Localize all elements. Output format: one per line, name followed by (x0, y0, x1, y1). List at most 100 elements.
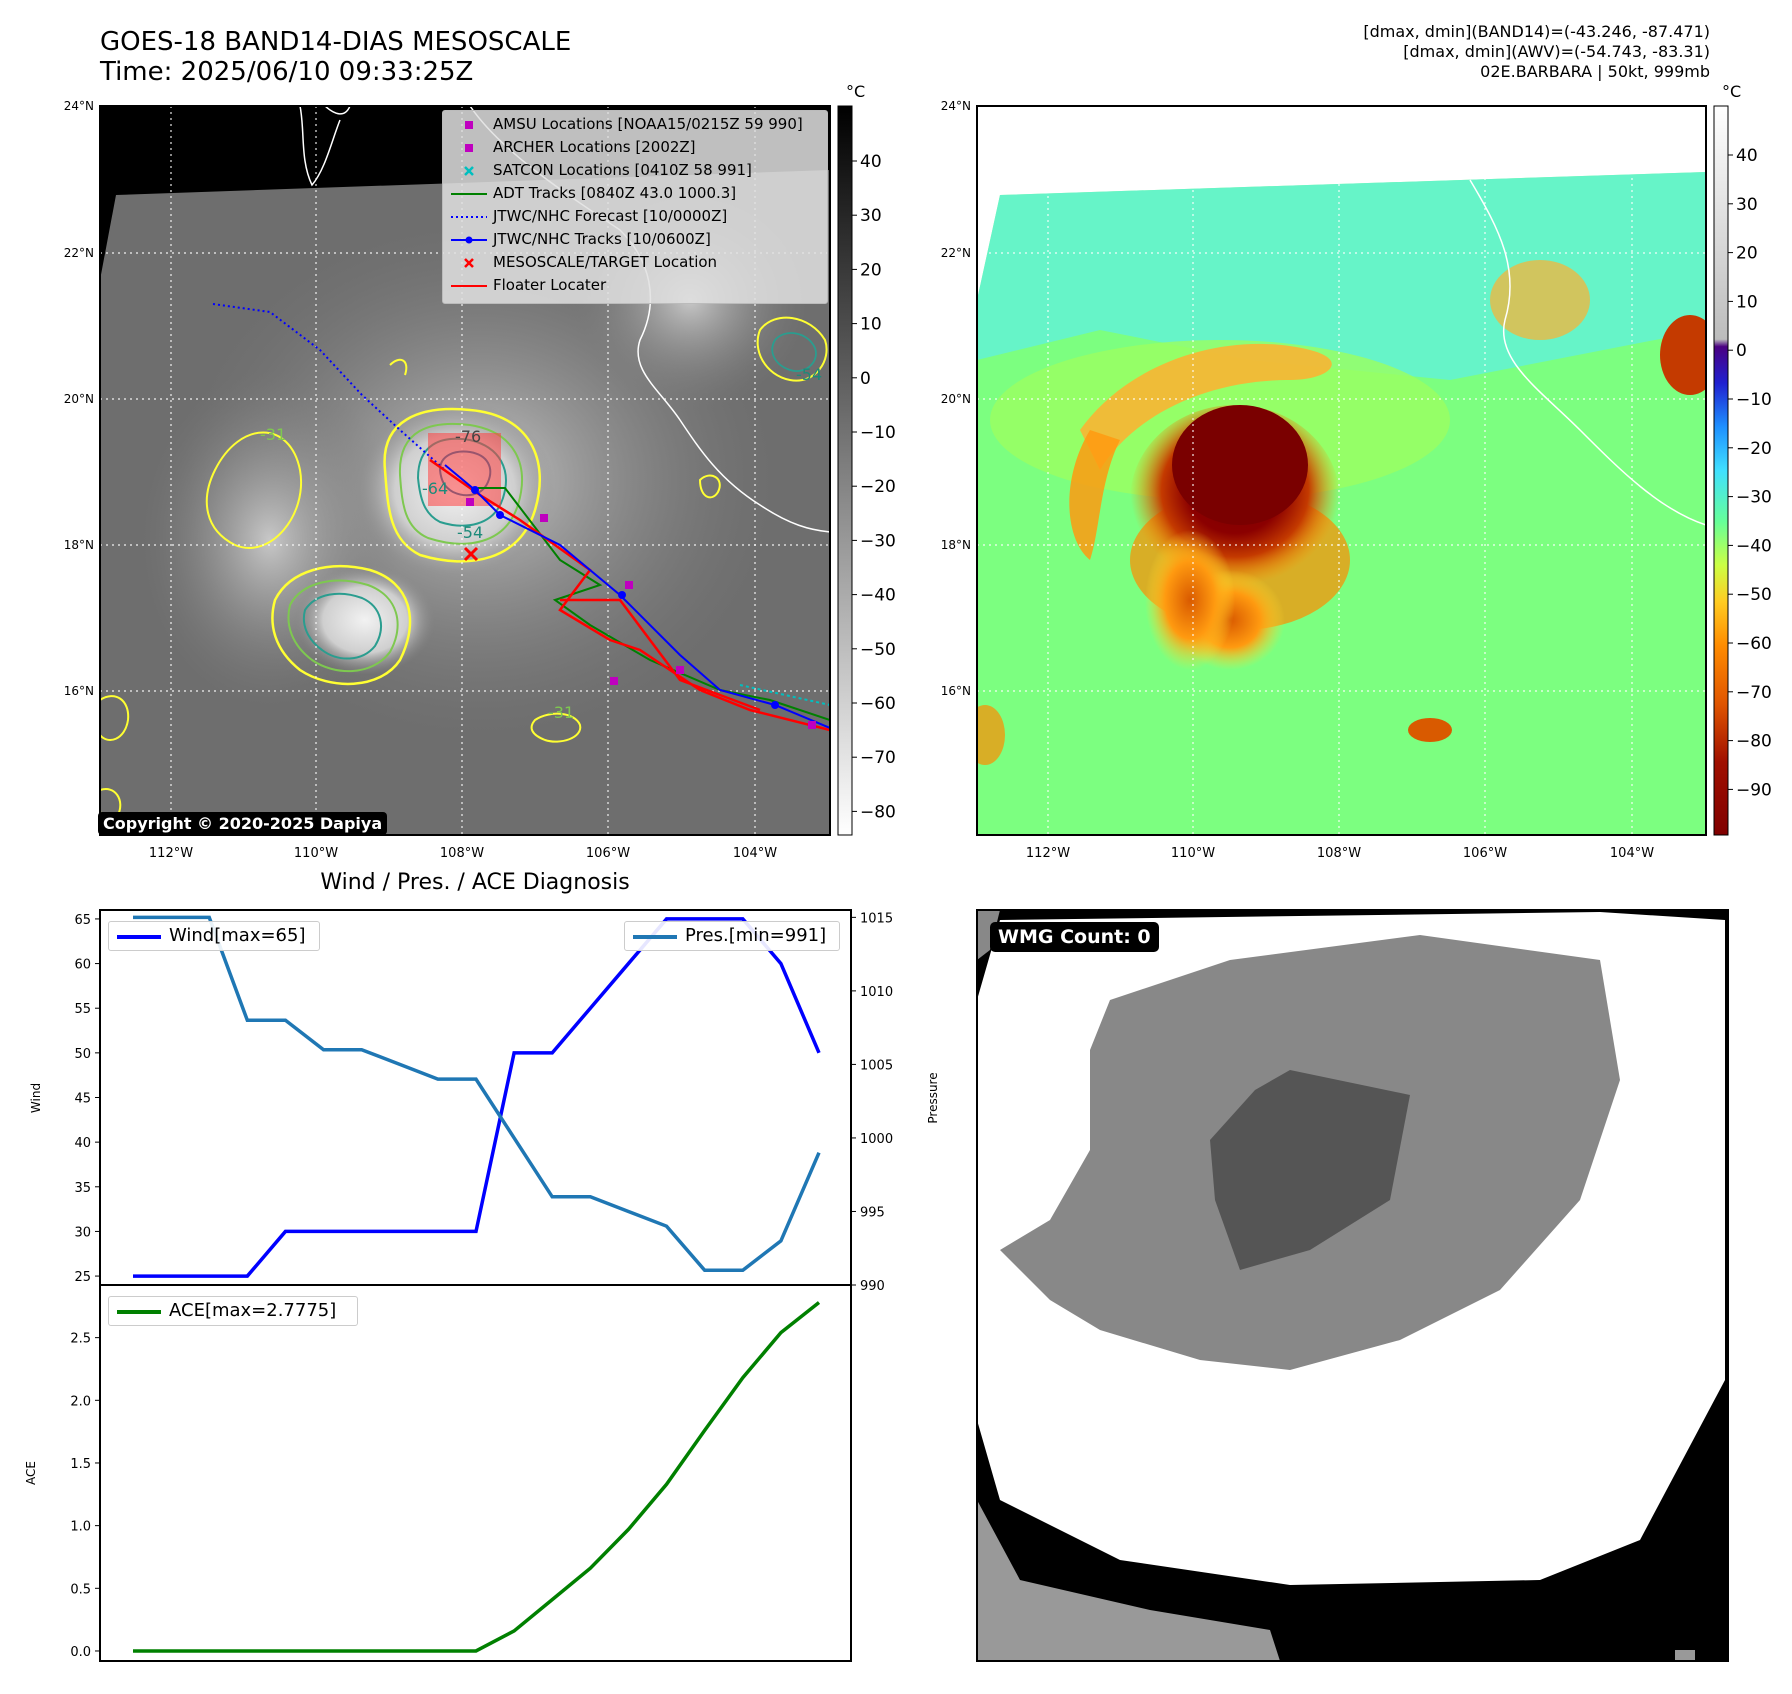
square-marker-icon (449, 113, 489, 136)
legend-label: SATCON Locations [0410Z 58 991] (493, 161, 752, 179)
contour-label: -31 (260, 425, 286, 444)
ir-map-frame (99, 105, 831, 836)
lat-tick-label: 20°N (64, 392, 94, 406)
info-storm: 02E.BARBARA | 50kt, 999mb (1480, 62, 1710, 81)
lon-tick-label: 112°W (149, 846, 193, 861)
legend-item: ADT Tracks [0840Z 43.0 1000.3] (443, 182, 827, 205)
wmg-count-label: WMG Count: 0 (990, 922, 1159, 952)
colorbar-tick-label: −80 (860, 802, 896, 822)
legend-label: AMSU Locations [NOAA15/0215Z 59 990] (493, 115, 803, 133)
gray-colorbar-unit: °C (846, 82, 866, 101)
x-marker-icon (449, 159, 489, 182)
colorbar-tick-label: −50 (860, 640, 896, 660)
colorbar-tick-label: −30 (1736, 488, 1772, 508)
legend-label: MESOSCALE/TARGET Location (493, 253, 718, 271)
lat-tick-label: 22°N (64, 246, 94, 260)
legend-label: Wind[max=65] (169, 925, 306, 946)
legend-line-icon (117, 1310, 161, 1314)
color-colorbar (1713, 105, 1729, 836)
lon-tick-label: 108°W (440, 846, 484, 861)
line-icon (449, 182, 489, 205)
dotted-line-icon (449, 205, 489, 228)
color-colorbar-unit: °C (1722, 82, 1742, 101)
y-tick-label: 50 (74, 1047, 91, 1062)
contour-label: -31 (548, 703, 574, 722)
y-tick-label: 35 (74, 1181, 91, 1196)
colorbar-tick-label: −40 (1736, 536, 1772, 556)
lat-tick-label: 16°N (64, 684, 94, 698)
colorbar-tick-label: −80 (1736, 732, 1772, 752)
pressure-legend: Pres.[min=991] (624, 921, 840, 951)
y-tick-label: 40 (74, 1136, 91, 1151)
figure-title: GOES-18 BAND14-DIAS MESOSCALE (100, 27, 572, 57)
legend-line-icon (633, 935, 677, 939)
lat-tick-label: 16°N (941, 684, 971, 698)
lat-tick-label: 22°N (941, 246, 971, 260)
pressure-axis-label: Pressure (926, 1072, 940, 1123)
colorbar-tick-label: 40 (860, 152, 882, 172)
color-map-image (977, 106, 1706, 835)
y-tick-label: 1.5 (70, 1457, 91, 1472)
colorbar-tick-label: −90 (1736, 780, 1772, 800)
legend-item: JTWC/NHC Forecast [10/0000Z] (443, 205, 827, 228)
colorbar-tick-label: −50 (1736, 585, 1772, 605)
wind-axis-label: Wind (29, 1083, 43, 1113)
colorbar-tick-label: 40 (1736, 146, 1758, 166)
ace-axes (99, 1284, 852, 1662)
lat-tick-label: 18°N (941, 538, 971, 552)
color-map-frame (976, 105, 1707, 836)
colorbar-tick-label: 10 (1736, 292, 1758, 312)
floater-box (428, 433, 501, 506)
wmg-image (977, 910, 1728, 1661)
legend-item: AMSU Locations [NOAA15/0215Z 59 990] (443, 113, 827, 136)
contour-label: -64 (422, 479, 448, 498)
legend-item: MESOSCALE/TARGET Location (443, 251, 827, 274)
colorbar-tick-label: −10 (1736, 390, 1772, 410)
y2-tick-label: 1000 (860, 1132, 893, 1147)
lon-tick-label: 110°W (1171, 846, 1215, 861)
legend-item: Floater Locater (443, 274, 827, 297)
copyright-label: Copyright © 2020-2025 Dapiya (98, 812, 388, 835)
lat-tick-label: 18°N (64, 538, 94, 552)
y-tick-label: 60 (74, 958, 91, 973)
lat-tick-label: 24°N (64, 99, 94, 113)
colorbar-tick-label: 30 (1736, 195, 1758, 215)
colorbar-tick-label: −70 (1736, 683, 1772, 703)
colorbar-tick-label: −20 (1736, 439, 1772, 459)
floater-locater-track (429, 458, 830, 732)
lon-tick-label: 106°W (586, 846, 630, 861)
lon-tick-label: 106°W (1463, 846, 1507, 861)
forecast-track (212, 303, 446, 471)
legend-label: ADT Tracks [0840Z 43.0 1000.3] (493, 184, 737, 202)
legend-label: Pres.[min=991] (685, 925, 827, 946)
y-tick-label: 55 (74, 1002, 91, 1017)
x-marker-icon (449, 251, 489, 274)
colorbar-tick-label: −20 (860, 477, 896, 497)
contour-label: -54 (796, 365, 822, 384)
y2-tick-label: 995 (860, 1205, 885, 1220)
colorbar-tick-label: 10 (860, 315, 882, 335)
y-tick-label: 2.5 (70, 1332, 91, 1347)
figure-time: Time: 2025/06/10 09:33:25Z (100, 57, 474, 87)
legend-label: Floater Locater (493, 276, 607, 294)
pressure-series-line (133, 915, 821, 1273)
colorbar-tick-label: −60 (1736, 634, 1772, 654)
y-tick-label: 30 (74, 1225, 91, 1240)
legend-item: SATCON Locations [0410Z 58 991] (443, 159, 827, 182)
contour-label: -54 (457, 523, 483, 542)
ace-series-line (133, 1301, 821, 1653)
legend-label: JTWC/NHC Tracks [10/0600Z] (493, 230, 711, 248)
y-tick-label: 1.0 (70, 1520, 91, 1535)
lon-tick-label: 112°W (1026, 846, 1070, 861)
colorbar-tick-label: −30 (860, 531, 896, 551)
y-tick-label: 45 (74, 1092, 91, 1107)
contour-label: -76 (455, 427, 481, 446)
y-tick-label: 0.0 (70, 1645, 91, 1660)
legend-item: ARCHER Locations [2002Z] (443, 136, 827, 159)
colorbar-tick-label: 0 (1736, 341, 1747, 361)
y-tick-label: 0.5 (70, 1582, 91, 1597)
ir-map-image: -76 -64 -54 -31 -54 -31 (100, 106, 830, 835)
line-icon (449, 274, 489, 297)
mesoscale-target-marker (463, 546, 479, 562)
